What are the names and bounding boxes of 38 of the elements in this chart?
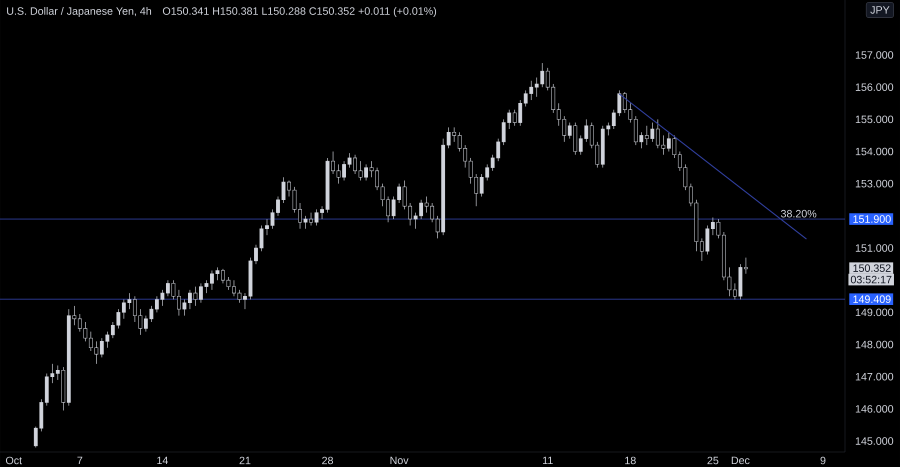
candlestick	[546, 68, 550, 91]
x-tick-label: 28	[322, 456, 334, 464]
text: 03:52:17	[850, 276, 892, 284]
x-tick-label: 18	[625, 456, 636, 464]
text: U.S. Dollar / Japanese Yen, 4h	[7, 7, 152, 17]
x-tick-label: 11	[543, 456, 553, 464]
x-tick-label: Dec	[732, 456, 750, 464]
y-tick-label: 155.000	[856, 116, 894, 124]
y-tick-label: 153.000	[856, 180, 894, 188]
x-tick-label: 25	[707, 456, 718, 464]
x-tick-label: Oct	[6, 456, 22, 464]
candlestick	[568, 122, 572, 139]
y-tick-label: 154.000	[856, 148, 894, 156]
y-tick-label: 148.000	[856, 340, 894, 348]
text: 149.409	[853, 295, 891, 303]
candlestick	[578, 135, 583, 156]
x-tick-label: Nov	[390, 456, 409, 464]
text: 150.352	[853, 264, 891, 272]
text: O150.341 H150.381 L150.288 C150.352 +0.011 (+0.01%)	[162, 7, 436, 17]
candlestick	[551, 84, 556, 114]
x-tick-label: 14	[157, 456, 168, 464]
y-tick-label: 157.000	[856, 51, 894, 59]
y-tick-label: 156.000	[856, 83, 894, 91]
y-tick-label: 146.000	[856, 405, 894, 413]
candlestick	[562, 116, 566, 142]
text: JPY	[870, 6, 890, 14]
candlestick	[540, 62, 544, 88]
y-tick-label: 145.000	[856, 437, 894, 445]
candlestick	[556, 102, 561, 126]
annotation: 38.20%	[780, 210, 816, 218]
y-tick-label: 147.000	[856, 372, 894, 380]
text: 151.900	[853, 215, 891, 223]
candlestick	[534, 77, 539, 98]
y-tick-label: 151.000	[856, 244, 894, 252]
x-tick-label: 9	[820, 456, 826, 464]
x-tick-label: 7	[77, 456, 82, 464]
x-tick-label: 21	[240, 456, 250, 464]
y-tick-label: 149.000	[856, 308, 894, 316]
